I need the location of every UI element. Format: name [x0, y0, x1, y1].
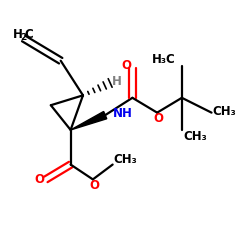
Text: H: H	[112, 75, 121, 88]
Text: O: O	[121, 59, 131, 72]
Text: O: O	[89, 179, 99, 192]
Text: CH₃: CH₃	[213, 105, 236, 118]
Text: H₃C: H₃C	[152, 53, 176, 66]
Text: O: O	[35, 173, 45, 186]
Text: NH: NH	[113, 108, 132, 120]
Polygon shape	[70, 112, 107, 130]
Text: CH₃: CH₃	[114, 153, 138, 166]
Text: 2: 2	[21, 34, 27, 42]
Text: CH₃: CH₃	[183, 130, 207, 142]
Text: H: H	[12, 28, 22, 41]
Text: C: C	[24, 28, 33, 41]
Text: O: O	[154, 112, 164, 125]
